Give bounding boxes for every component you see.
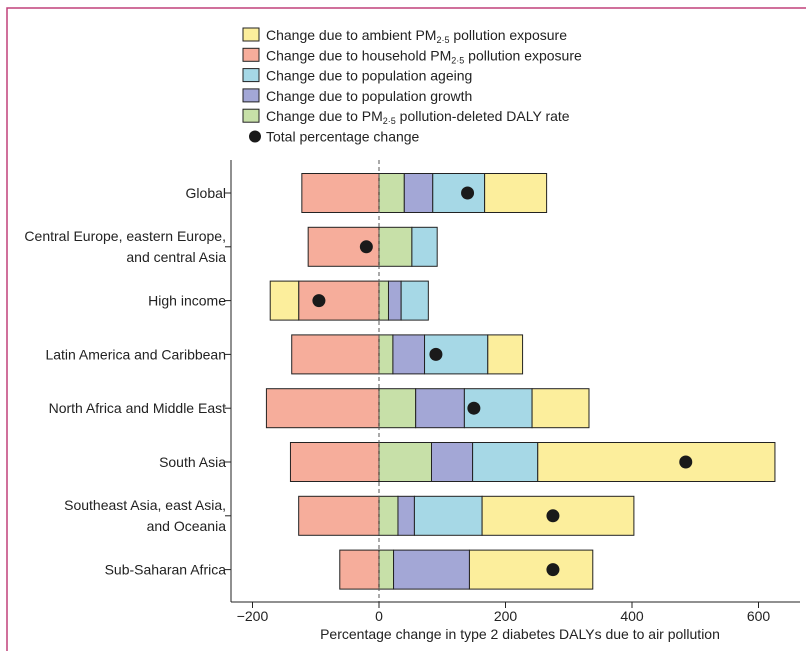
- bar-ageing-2: [400, 280, 429, 321]
- bar-growth-4: [415, 388, 465, 429]
- total-dot-5: [679, 455, 693, 469]
- x-tick-label-1: 0: [375, 608, 383, 624]
- category-label-7: Sub-Saharan Africa: [105, 562, 227, 578]
- x-axis: −200 0 200 400 600: [230, 160, 800, 624]
- bar-rate-4: [378, 388, 417, 429]
- bars: [265, 173, 776, 590]
- bar-growth-7: [393, 549, 470, 590]
- category-label-0: Global: [186, 185, 226, 201]
- bar-growth-6: [397, 495, 415, 536]
- total-dot-3: [429, 347, 443, 361]
- bar-rate-0: [378, 173, 405, 213]
- bar-rate-3: [378, 334, 394, 375]
- legend-label-total: Total percentage change: [266, 129, 420, 145]
- bar-growth-3: [392, 334, 426, 375]
- total-dot-1: [359, 240, 373, 254]
- bar-rate-1: [378, 226, 413, 267]
- legend-swatch-ambient: [242, 27, 260, 42]
- bar-rate-7: [378, 549, 395, 590]
- category-label-5: South Asia: [159, 454, 226, 470]
- x-tick-label-3: 400: [620, 608, 644, 624]
- category-labels: Global Central Europe, eastern Europe, and…: [24, 185, 231, 578]
- bar-growth-2: [387, 280, 402, 321]
- x-axis-title: Percentage change in type 2 diabetes DAL…: [320, 626, 720, 642]
- x-tick-label-4: 600: [747, 608, 771, 624]
- frame-border: [6, 7, 806, 651]
- x-tick-label-0: −200: [237, 608, 269, 624]
- bar-rate-6: [378, 495, 399, 536]
- bar-ageing-6: [413, 495, 483, 536]
- legend-label-household: Change due to household PM2·5 pollution …: [266, 47, 582, 65]
- total-dot-0: [461, 186, 475, 200]
- bar-household-2: [298, 280, 380, 321]
- bar-ambient-7: [468, 549, 594, 590]
- category-label-3: Latin America and Caribbean: [45, 346, 226, 362]
- total-dots: [312, 186, 693, 577]
- total-dot-2: [312, 294, 326, 308]
- total-dot-4: [467, 401, 481, 415]
- bar-household-0: [301, 173, 380, 213]
- category-label-4: North Africa and Middle East: [49, 400, 227, 416]
- bar-household-7: [339, 549, 380, 590]
- bar-growth-0: [403, 173, 434, 213]
- bar-ambient-2: [269, 280, 300, 321]
- legend-swatch-household: [242, 47, 260, 62]
- legend-label-ageing: Change due to population ageing: [266, 68, 472, 84]
- legend-label-growth: Change due to population growth: [266, 88, 472, 104]
- bar-household-6: [298, 495, 380, 536]
- bar-rate-5: [378, 442, 432, 482]
- bar-ambient-5: [537, 442, 776, 482]
- legend: Change due to ambient PM2·5 pollution ex…: [242, 27, 582, 145]
- bar-ageing-1: [411, 226, 438, 267]
- legend-swatch-ageing: [242, 68, 260, 83]
- legend-label-rate: Change due to PM2·5 pollution-deleted DA…: [266, 108, 570, 126]
- legend-swatch-rate: [242, 108, 260, 123]
- bar-growth-5: [430, 442, 474, 482]
- legend-swatch-total: [249, 130, 261, 143]
- total-dot-7: [546, 563, 560, 577]
- category-label-6: Southeast Asia, east Asia, and Oceania: [64, 497, 226, 534]
- bar-ambient-4: [531, 388, 590, 429]
- category-label-2: High income: [148, 293, 226, 309]
- bar-household-4: [265, 388, 380, 429]
- bar-household-5: [289, 442, 380, 482]
- category-label-1: Central Europe, eastern Europe, and centr…: [24, 228, 226, 265]
- bar-ageing-5: [472, 442, 539, 482]
- bar-ambient-0: [484, 173, 548, 213]
- bar-household-3: [291, 334, 380, 375]
- total-dot-6: [546, 509, 560, 523]
- legend-swatch-growth: [242, 88, 260, 103]
- bar-ambient-3: [487, 334, 524, 375]
- bar-rate-2: [378, 280, 389, 321]
- bar-ageing-0: [432, 173, 486, 213]
- legend-label-ambient: Change due to ambient PM2·5 pollution ex…: [266, 27, 567, 45]
- x-tick-label-2: 200: [494, 608, 518, 624]
